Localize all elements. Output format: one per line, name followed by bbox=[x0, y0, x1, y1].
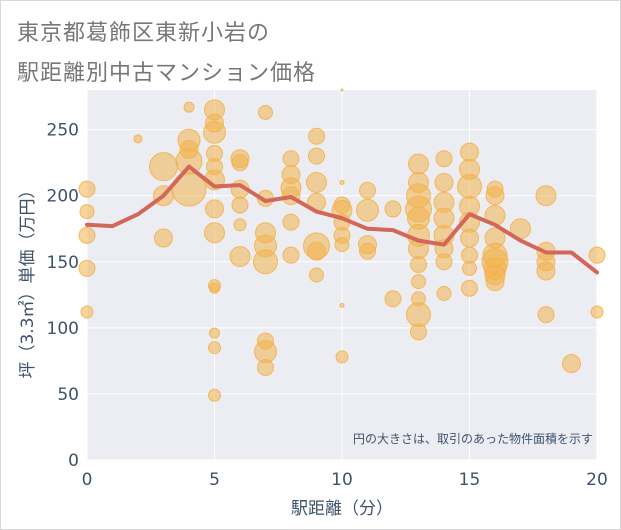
data-bubble bbox=[154, 228, 173, 248]
data-bubble bbox=[460, 142, 479, 162]
data-bubble bbox=[434, 173, 454, 192]
data-bubble bbox=[149, 152, 178, 182]
data-bubble bbox=[208, 388, 221, 402]
data-bubble bbox=[133, 134, 143, 144]
y-tick-label: 100 bbox=[47, 319, 79, 339]
data-bubble bbox=[231, 154, 249, 172]
data-bubble bbox=[356, 198, 379, 222]
data-bubble bbox=[359, 181, 376, 199]
data-bubble bbox=[462, 260, 477, 276]
data-bubble bbox=[203, 120, 226, 144]
data-bubble bbox=[80, 305, 94, 319]
y-axis-label: 坪（3.3㎡）単価（万円） bbox=[18, 181, 38, 378]
data-bubble bbox=[334, 237, 350, 253]
data-bubble bbox=[79, 204, 95, 220]
data-bubble bbox=[307, 241, 326, 261]
data-bubble bbox=[406, 302, 431, 328]
x-tick-label: 15 bbox=[459, 470, 481, 490]
data-bubble bbox=[339, 180, 345, 185]
data-bubble bbox=[408, 153, 429, 175]
y-tick-label: 50 bbox=[57, 385, 79, 405]
data-bubble bbox=[78, 259, 96, 277]
x-tick-label: 20 bbox=[586, 470, 608, 490]
data-bubble bbox=[339, 302, 345, 308]
data-bubble bbox=[209, 327, 220, 339]
trend-line bbox=[85, 164, 599, 275]
data-bubble bbox=[384, 200, 402, 218]
data-bubble bbox=[208, 341, 221, 355]
data-bubble bbox=[183, 101, 195, 113]
data-bubble bbox=[282, 213, 300, 231]
data-bubble bbox=[535, 185, 557, 207]
data-bubble bbox=[282, 246, 300, 264]
data-bubble bbox=[590, 305, 604, 319]
data-bubble bbox=[461, 279, 478, 297]
chart-title-line-2: 駅距離別中古マンション価格 bbox=[17, 61, 317, 86]
data-bubble bbox=[384, 290, 402, 308]
data-bubble bbox=[435, 150, 453, 168]
data-bubble bbox=[231, 196, 249, 214]
data-bubble bbox=[308, 147, 325, 165]
data-bubble bbox=[78, 180, 96, 198]
y-tick-label: 250 bbox=[47, 121, 79, 141]
data-bubble bbox=[282, 150, 300, 168]
data-bubble bbox=[204, 222, 225, 244]
data-bubble bbox=[537, 306, 555, 324]
x-tick-label: 5 bbox=[209, 470, 220, 490]
trend-line-series bbox=[85, 164, 599, 275]
y-tick-label: 150 bbox=[47, 253, 79, 273]
data-bubble bbox=[411, 274, 426, 290]
data-bubble bbox=[536, 261, 556, 281]
x-axis-label: 駅距離（分） bbox=[291, 499, 393, 519]
x-tick-label: 10 bbox=[331, 470, 353, 490]
data-bubble bbox=[205, 199, 224, 219]
y-tick-label: 200 bbox=[47, 187, 79, 207]
data-bubble bbox=[588, 246, 606, 264]
data-bubble bbox=[78, 226, 96, 244]
data-bubble bbox=[410, 323, 427, 341]
data-bubble bbox=[485, 186, 505, 206]
data-bubble bbox=[229, 246, 251, 267]
data-bubble bbox=[436, 286, 452, 301]
data-bubble bbox=[340, 88, 344, 92]
data-bubble bbox=[233, 218, 247, 232]
data-bubble bbox=[457, 173, 482, 199]
data-bubble bbox=[171, 171, 207, 207]
data-bubble bbox=[461, 246, 478, 264]
data-bubble bbox=[309, 267, 324, 283]
data-bubble bbox=[359, 242, 376, 260]
data-bubble bbox=[485, 272, 505, 292]
data-bubble bbox=[562, 354, 581, 374]
chart-annotation: 円の大きさは、取引のあった物件面積を示す bbox=[353, 431, 593, 446]
y-tick-label: 0 bbox=[68, 451, 79, 471]
x-tick-label: 0 bbox=[82, 470, 93, 490]
data-bubble bbox=[306, 172, 327, 193]
data-bubble bbox=[410, 255, 427, 273]
data-bubble bbox=[253, 249, 278, 275]
data-bubble bbox=[257, 359, 274, 376]
data-bubble bbox=[460, 228, 479, 248]
data-bubble bbox=[308, 127, 325, 145]
data-bubble bbox=[175, 147, 203, 175]
data-bubble bbox=[209, 282, 220, 294]
chart-title-line-1: 東京都葛飾区東新小岩の bbox=[17, 21, 271, 46]
data-bubble bbox=[435, 253, 453, 271]
data-bubble bbox=[258, 104, 273, 120]
data-bubble bbox=[335, 350, 349, 364]
